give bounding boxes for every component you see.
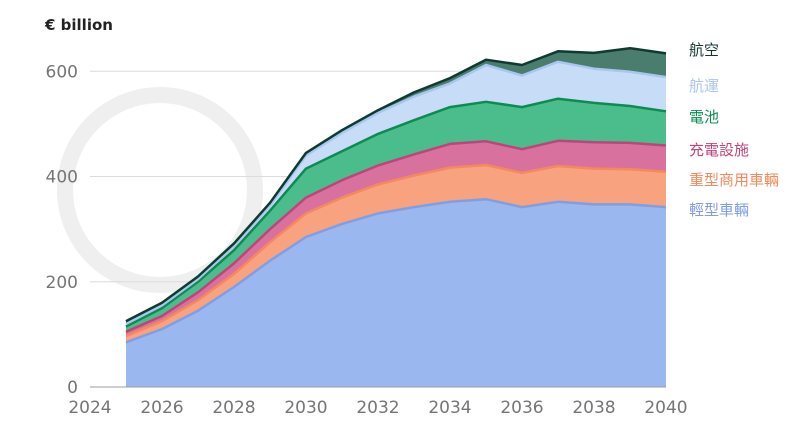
series-lines [125,46,667,344]
x-tick-label: 2028 [212,398,255,418]
x-tick-label: 2040 [644,398,687,418]
y-tick-labels: 0 200 400 600 [46,62,78,398]
area-航運 [126,61,666,327]
line-充電設施 [125,139,667,333]
y-tick-label: 400 [46,168,78,188]
x-tick-label: 2030 [284,398,327,418]
x-tick-label: 2024 [68,398,111,418]
line-航空 [125,46,667,323]
y-tick-label: 600 [46,62,78,82]
legend-item-輕型車輛: 輕型車輛 [689,201,749,219]
area-輕型車輛 [126,199,666,387]
x-tick-labels: 2024 2026 2028 2030 2032 2034 2036 2038 2040 [68,398,687,418]
x-tick-label: 2038 [572,398,615,418]
y-tick-label: 0 [67,378,78,398]
x-tick-label: 2032 [356,398,399,418]
line-電池 [125,97,667,328]
line-輕型車輛 [125,197,667,344]
x-tick-label: 2036 [500,398,543,418]
x-tick-label: 2034 [428,398,471,418]
area-電池 [126,98,666,332]
watermark [57,87,263,293]
y-tick-label: 200 [46,273,78,293]
legend-item-電池: 電池 [689,108,719,126]
legend-item-航運: 航運 [689,77,719,95]
x-tick-label: 2026 [140,398,183,418]
line-重型商用車輛 [125,163,667,338]
y-axis-title: € billion [44,16,113,34]
area-航空 [126,48,666,324]
legend-item-重型商用車輛: 重型商用車輛 [689,171,779,189]
area-重型商用車輛 [126,165,666,343]
legend-item-航空: 航空 [689,41,719,59]
line-航運 [125,60,667,326]
legend-item-充電設施: 充電設施 [689,141,749,159]
